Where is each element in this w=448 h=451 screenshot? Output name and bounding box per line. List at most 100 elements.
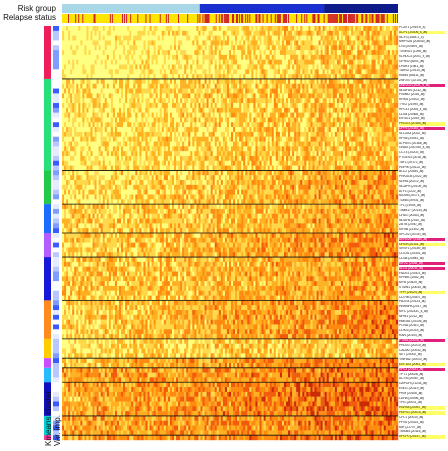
heatmap-cell (143, 131, 146, 137)
relapse-cell (328, 14, 330, 23)
heatmap-cell (347, 117, 350, 123)
heatmap-cell (336, 117, 340, 123)
heatmap-cell (143, 35, 146, 41)
heatmap-cell (121, 103, 124, 109)
heatmap-cell (239, 141, 242, 147)
heatmap-cell (80, 146, 83, 152)
heatmap-cell (243, 122, 246, 128)
heatmap-cell (273, 45, 277, 51)
heatmap-cell (326, 54, 329, 60)
heatmap-cell (119, 83, 122, 89)
heatmap-cell (290, 151, 293, 157)
heatmap-cell (121, 40, 124, 46)
heatmap-cell (135, 59, 138, 65)
heatmap-cell (359, 98, 362, 104)
heatmap-cell (196, 127, 199, 133)
heatmap-cell (281, 50, 285, 56)
relapse-cell (336, 14, 338, 23)
heatmap-cell (121, 136, 124, 142)
heatmap-cell (294, 93, 297, 99)
heatmap-cell (265, 78, 268, 84)
heatmap-cell (343, 88, 346, 94)
heatmap-cell (294, 136, 297, 142)
heatmap-cell (332, 131, 336, 137)
heatmap-cell (141, 165, 144, 171)
heatmap-cell (145, 45, 148, 51)
heatmap-cell (271, 88, 274, 94)
heatmap-cell (369, 112, 372, 118)
heatmap-cell (273, 155, 277, 161)
heatmap-cell (375, 35, 378, 41)
heatmap-cell (123, 117, 126, 123)
heatmap-cell (283, 155, 287, 161)
heatmap-cell (110, 117, 114, 123)
heatmap-cell (112, 136, 116, 142)
heatmap-cell (328, 122, 331, 128)
heatmap-cell (198, 146, 201, 152)
heatmap-cell (304, 26, 307, 32)
heatmap-cell (377, 117, 380, 123)
heatmap-cell (237, 151, 240, 157)
heatmap-cell (198, 117, 201, 123)
heatmap-cell (96, 93, 99, 99)
heatmap-cell (298, 88, 301, 94)
heatmap-cell (184, 74, 187, 80)
heatmap-cell (220, 26, 224, 32)
heatmap-cell (169, 78, 173, 84)
heatmap-cell (351, 59, 354, 65)
heatmap-cell (377, 141, 380, 147)
heatmap-cell (247, 59, 250, 65)
heatmap-cell (64, 122, 67, 128)
relapse-cell (312, 14, 314, 23)
heatmap-cell (324, 117, 327, 123)
heatmap-cell (149, 146, 152, 152)
heatmap-cell (377, 88, 380, 94)
heatmap-cell (216, 117, 219, 123)
heatmap-cell (94, 160, 97, 166)
heatmap-cell (119, 146, 122, 152)
heatmap-cell (259, 103, 262, 109)
heatmap-cell (310, 26, 313, 32)
heatmap-cell (121, 107, 124, 113)
heatmap-cell (141, 131, 144, 137)
heatmap-cell (385, 64, 389, 70)
heatmap-cell (167, 74, 171, 80)
heatmap-cell (381, 30, 384, 36)
heatmap-cell (226, 45, 230, 51)
heatmap-cell (92, 83, 95, 89)
heatmap-cell (165, 127, 169, 133)
heatmap-cell (277, 54, 281, 60)
heatmap-cell (338, 93, 342, 99)
heatmap-cell (298, 40, 301, 46)
heatmap-cell (239, 117, 242, 123)
heatmap-cell (249, 122, 252, 128)
heatmap-cell (275, 50, 279, 56)
heatmap-cell (345, 40, 348, 46)
heatmap-cell (361, 74, 364, 80)
heatmap-cell (228, 103, 232, 109)
heatmap-cell (247, 40, 250, 46)
heatmap-cell (336, 78, 340, 84)
heatmap-cell (371, 50, 374, 56)
heatmap-cell (363, 74, 366, 80)
heatmap-cell (178, 26, 181, 32)
heatmap-cell (149, 40, 152, 46)
heatmap-cell (119, 59, 122, 65)
heatmap-cell (141, 160, 144, 166)
heatmap-cell (66, 50, 69, 56)
heatmap-cell (347, 93, 350, 99)
heatmap-cell (324, 83, 327, 89)
heatmap-cell (361, 122, 364, 128)
heatmap-cell (273, 69, 277, 75)
heatmap-cell (143, 74, 146, 80)
heatmap-cell (340, 117, 344, 123)
heatmap-cell (310, 78, 313, 84)
heatmap-cell (64, 40, 67, 46)
heatmap-cell (171, 122, 175, 128)
heatmap-cell (340, 78, 344, 84)
heatmap-cell (283, 88, 287, 94)
heatmap-cell (239, 136, 242, 142)
heatmap-cell (184, 54, 187, 60)
heatmap-cell (64, 131, 67, 137)
heatmap-cell (379, 40, 382, 46)
